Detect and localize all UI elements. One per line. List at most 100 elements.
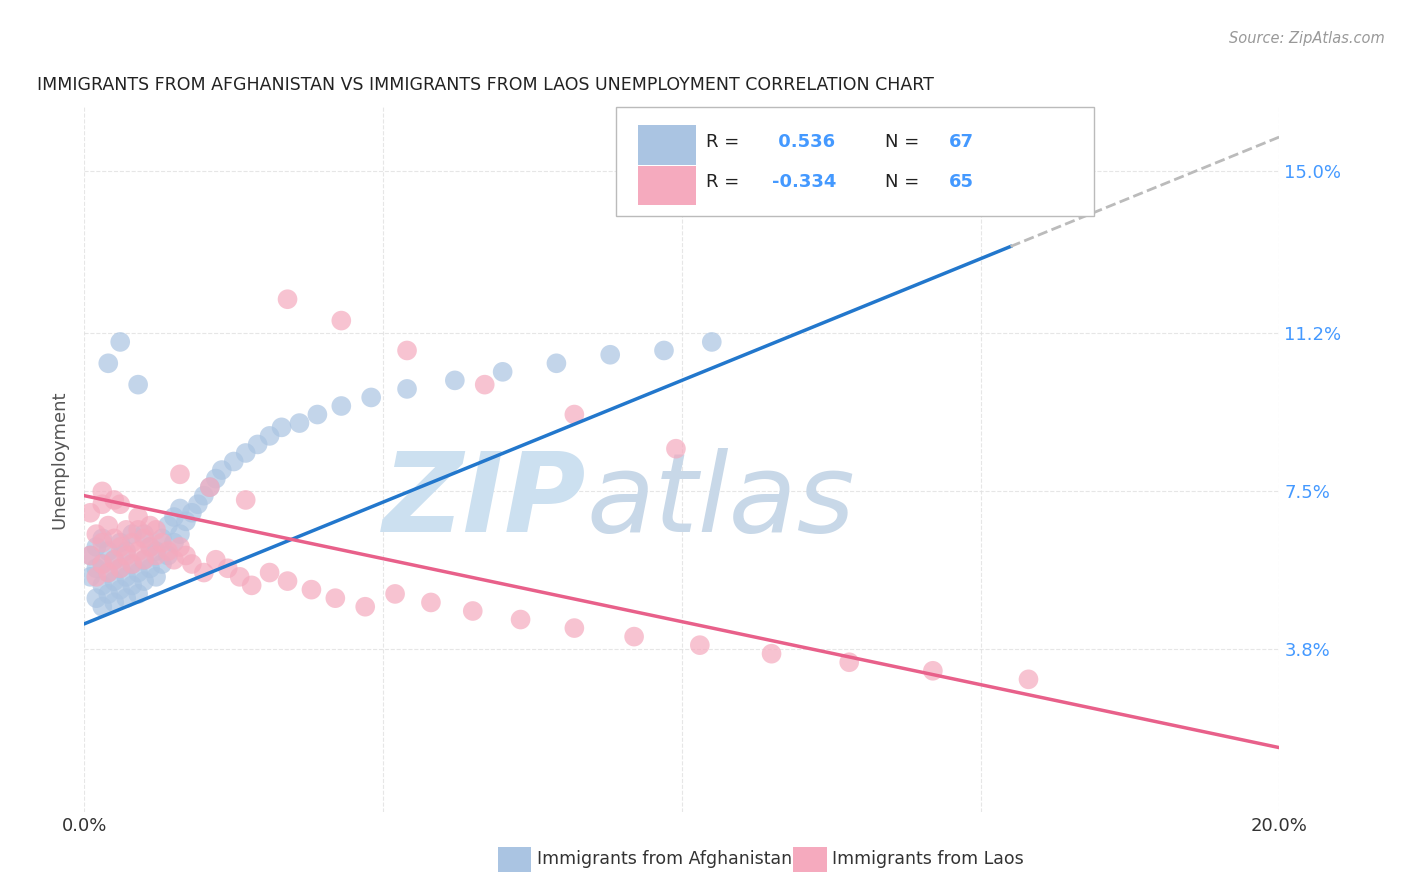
Point <box>174 549 197 563</box>
Point <box>288 416 311 430</box>
Point <box>157 544 180 558</box>
Point <box>169 467 191 482</box>
Point <box>461 604 484 618</box>
Point <box>97 518 120 533</box>
Point <box>157 518 180 533</box>
Point <box>91 535 114 549</box>
Point <box>86 561 108 575</box>
Point <box>86 540 108 554</box>
Point <box>325 591 347 606</box>
Point <box>599 348 621 362</box>
Point <box>132 553 156 567</box>
Point <box>115 591 138 606</box>
Point <box>169 527 191 541</box>
Point <box>110 497 132 511</box>
Point <box>198 480 221 494</box>
Point <box>444 373 467 387</box>
Point <box>235 446 257 460</box>
Point <box>132 553 156 567</box>
Point <box>97 587 120 601</box>
Point <box>509 613 531 627</box>
Text: 67: 67 <box>949 133 973 151</box>
Point <box>110 540 132 554</box>
Text: R =: R = <box>706 172 745 191</box>
Point <box>270 420 292 434</box>
Point <box>103 553 125 567</box>
Point <box>259 429 281 443</box>
Point <box>396 343 419 358</box>
Point <box>86 570 108 584</box>
Point <box>121 527 143 541</box>
Point <box>652 343 675 358</box>
Point <box>103 532 125 546</box>
Point <box>360 391 382 405</box>
Text: 0.536: 0.536 <box>772 133 835 151</box>
Point <box>145 570 167 584</box>
Point <box>91 557 114 571</box>
Point <box>420 595 443 609</box>
Point <box>181 557 204 571</box>
Text: Immigrants from Laos: Immigrants from Laos <box>832 850 1024 868</box>
Point <box>700 334 723 349</box>
Point <box>307 408 329 422</box>
Point <box>103 574 125 588</box>
Text: N =: N = <box>886 133 925 151</box>
Point <box>474 377 496 392</box>
Point <box>79 549 101 563</box>
Point <box>163 535 186 549</box>
Point <box>174 514 197 528</box>
Point <box>115 523 138 537</box>
Point <box>222 454 245 468</box>
Text: -0.334: -0.334 <box>772 172 837 191</box>
Point <box>150 557 173 571</box>
Point <box>235 492 257 507</box>
Point <box>205 472 228 486</box>
Point <box>145 523 167 537</box>
Point <box>115 544 138 558</box>
Text: R =: R = <box>706 133 745 151</box>
Point <box>838 655 860 669</box>
Point <box>79 570 101 584</box>
Point <box>330 313 353 327</box>
Point <box>132 532 156 546</box>
Point <box>169 540 191 554</box>
Text: IMMIGRANTS FROM AFGHANISTAN VS IMMIGRANTS FROM LAOS UNEMPLOYMENT CORRELATION CHA: IMMIGRANTS FROM AFGHANISTAN VS IMMIGRANT… <box>37 77 934 95</box>
Point <box>301 582 323 597</box>
Point <box>217 561 239 575</box>
Point <box>922 664 945 678</box>
Point <box>86 591 108 606</box>
Point <box>187 497 209 511</box>
Point <box>259 566 281 580</box>
Point <box>139 561 162 575</box>
Point <box>110 334 132 349</box>
Point <box>205 553 228 567</box>
Point <box>127 523 149 537</box>
Point <box>198 480 221 494</box>
Point <box>139 540 162 554</box>
Point <box>121 557 143 571</box>
Point <box>121 535 143 549</box>
Point <box>240 578 263 592</box>
FancyBboxPatch shape <box>616 107 1094 216</box>
Point <box>546 356 568 370</box>
Point <box>127 566 149 580</box>
Point <box>384 587 406 601</box>
Point <box>91 578 114 592</box>
Point <box>277 292 299 306</box>
Point <box>354 599 377 614</box>
Point <box>91 599 114 614</box>
Point <box>127 587 149 601</box>
Point <box>110 561 132 575</box>
Point <box>1018 673 1040 687</box>
Point <box>761 647 783 661</box>
Point <box>97 544 120 558</box>
Point <box>564 408 586 422</box>
Point <box>169 501 191 516</box>
Point <box>228 570 252 584</box>
Point <box>132 574 156 588</box>
Point <box>163 510 186 524</box>
Point <box>110 535 132 549</box>
Point <box>79 506 101 520</box>
Text: N =: N = <box>886 172 925 191</box>
Point <box>127 377 149 392</box>
